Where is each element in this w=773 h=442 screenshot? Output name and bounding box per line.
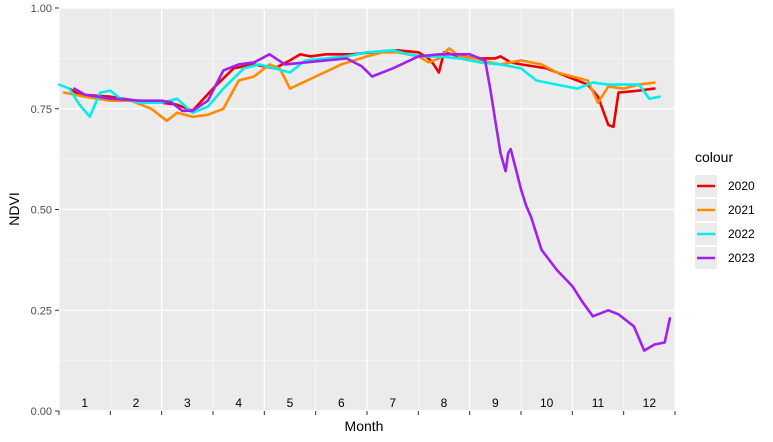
legend-label-2020: 2020	[728, 179, 755, 193]
month-label: 10	[540, 396, 554, 410]
y-tick-label: 0.25	[31, 305, 52, 317]
month-label: 12	[643, 396, 657, 410]
plot-panel	[58, 7, 676, 412]
legend-title: colour	[695, 149, 733, 165]
y-tick-label: 1.00	[31, 3, 52, 15]
month-label: 3	[184, 396, 191, 410]
legend: colour 2020 2021 2022 2023	[695, 149, 755, 269]
month-label: 7	[389, 396, 396, 410]
axes: 1 2 3 4 5 6 7 8 9 10 11 120.000.250.500.751.00	[31, 3, 676, 418]
y-axis-title: NDVI	[6, 192, 22, 225]
month-label: 1	[81, 396, 88, 410]
series-line-2023	[73, 53, 672, 352]
month-label: 2	[133, 396, 140, 410]
month-label: 8	[441, 396, 448, 410]
series-layer	[57, 47, 672, 352]
month-label: 5	[287, 396, 294, 410]
legend-label-2022: 2022	[728, 227, 755, 241]
legend-label-2023: 2023	[728, 251, 755, 265]
y-tick-label: 0.00	[31, 406, 52, 418]
y-tick-label: 0.75	[31, 104, 52, 116]
y-tick-label: 0.50	[31, 205, 52, 217]
series-line-2021	[62, 47, 656, 123]
month-label: 6	[338, 396, 345, 410]
x-axis-title: Month	[345, 418, 384, 434]
month-label: 9	[492, 396, 499, 410]
month-label: 4	[235, 396, 242, 410]
legend-label-2021: 2021	[728, 203, 755, 217]
month-label: 11	[592, 396, 605, 410]
